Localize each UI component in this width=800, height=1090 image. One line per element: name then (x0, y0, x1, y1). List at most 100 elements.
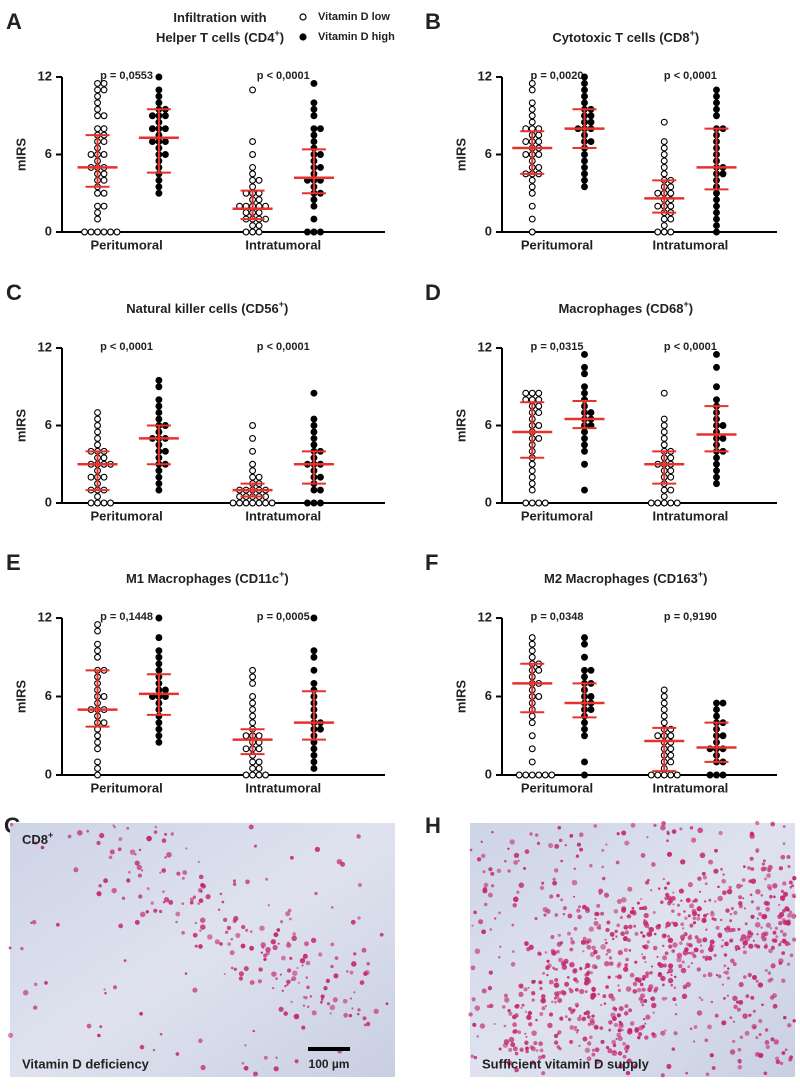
stained-cell (205, 894, 211, 900)
stained-cell (241, 1061, 245, 1065)
stained-cell (289, 956, 293, 960)
stained-cell (666, 881, 670, 886)
stained-cell (608, 1028, 612, 1032)
stained-cell (685, 897, 691, 903)
y-tick-label: 6 (485, 688, 492, 703)
stained-cell (602, 994, 607, 999)
stain-label: CD8+ (22, 830, 53, 847)
stained-cell (112, 824, 115, 827)
stained-cell (280, 955, 286, 961)
stained-cell (385, 1002, 389, 1006)
stained-cell (775, 935, 779, 939)
chart-title: Macrophages (CD68+) (558, 299, 693, 316)
panel-letter: D (425, 280, 441, 305)
data-point (310, 434, 318, 442)
stained-cell (721, 939, 724, 942)
stained-cell (548, 979, 554, 985)
stained-cell (508, 1047, 513, 1053)
stained-cell (121, 896, 126, 900)
stained-cell (663, 886, 668, 890)
stained-cell (564, 981, 570, 987)
stained-cell (244, 1044, 247, 1047)
data-point (522, 499, 530, 507)
data-point (719, 771, 727, 779)
stained-cell (647, 987, 652, 993)
stained-cell (546, 973, 549, 977)
data-point (155, 396, 163, 404)
data-point (535, 409, 543, 417)
stained-cell (162, 890, 165, 893)
stained-cell (727, 967, 730, 970)
stained-cell (223, 972, 226, 976)
data-point (719, 699, 727, 707)
stained-cell (634, 931, 639, 936)
stained-cell (792, 876, 797, 881)
title-end: ) (695, 30, 699, 45)
stained-cell (600, 1004, 603, 1007)
stained-cell (510, 962, 516, 967)
stained-cell (601, 848, 605, 852)
stained-cell (638, 1025, 644, 1031)
stained-cell (680, 934, 686, 940)
data-point (528, 460, 536, 468)
stained-cell (232, 882, 237, 887)
stained-cell (33, 1005, 38, 1010)
stained-cell (164, 832, 168, 836)
stained-cell (184, 972, 188, 975)
stained-cell (573, 895, 576, 898)
stained-cell (474, 1005, 481, 1011)
stained-cell (576, 908, 581, 913)
stained-cell (558, 957, 563, 963)
stained-cell (582, 936, 587, 942)
stained-cell (738, 982, 744, 988)
stained-cell (713, 953, 717, 957)
stained-cell (189, 897, 194, 902)
data-point (581, 92, 588, 100)
legend-marker (299, 33, 307, 41)
stained-cell (537, 1055, 543, 1060)
stained-cell (685, 1071, 688, 1075)
stained-cell (645, 971, 650, 976)
stained-cell (552, 877, 556, 881)
data-point (528, 189, 536, 197)
stained-cell (719, 918, 723, 922)
panel-letter: A (6, 9, 22, 34)
stained-cell (543, 913, 547, 917)
stained-cell (275, 1056, 278, 1059)
data-point (249, 673, 257, 681)
chart-title: Cytotoxic T cells (CD8+) (552, 28, 699, 45)
data-point (161, 112, 169, 120)
data-point (713, 454, 720, 462)
stained-cell (278, 1006, 284, 1012)
data-point (528, 86, 536, 94)
stained-cell (141, 869, 144, 872)
stained-cell (789, 953, 794, 958)
stained-cell (713, 868, 719, 874)
data-point (242, 732, 250, 740)
stained-cell (737, 1047, 742, 1052)
stained-cell (528, 944, 534, 950)
stained-cell (286, 968, 292, 973)
data-point (87, 151, 95, 158)
stained-cell (111, 887, 117, 894)
stained-cell (754, 922, 761, 928)
stained-cell (507, 847, 510, 850)
stained-cell (348, 1013, 353, 1018)
stained-cell (637, 1036, 641, 1040)
stained-cell (542, 906, 549, 913)
data-point (249, 499, 257, 507)
stained-cell (720, 944, 724, 948)
stained-cell (9, 822, 14, 827)
stained-cell (158, 909, 163, 914)
stained-cell (304, 941, 309, 947)
data-point (94, 493, 101, 500)
y-tick-label: 6 (485, 146, 492, 161)
stained-cell (512, 1046, 518, 1052)
stained-cell (584, 990, 588, 993)
y-tick-label: 0 (485, 223, 492, 238)
data-point (522, 151, 530, 158)
stained-cell (681, 993, 688, 999)
stained-cell (641, 987, 646, 992)
data-point (310, 751, 318, 759)
data-point (713, 467, 720, 475)
